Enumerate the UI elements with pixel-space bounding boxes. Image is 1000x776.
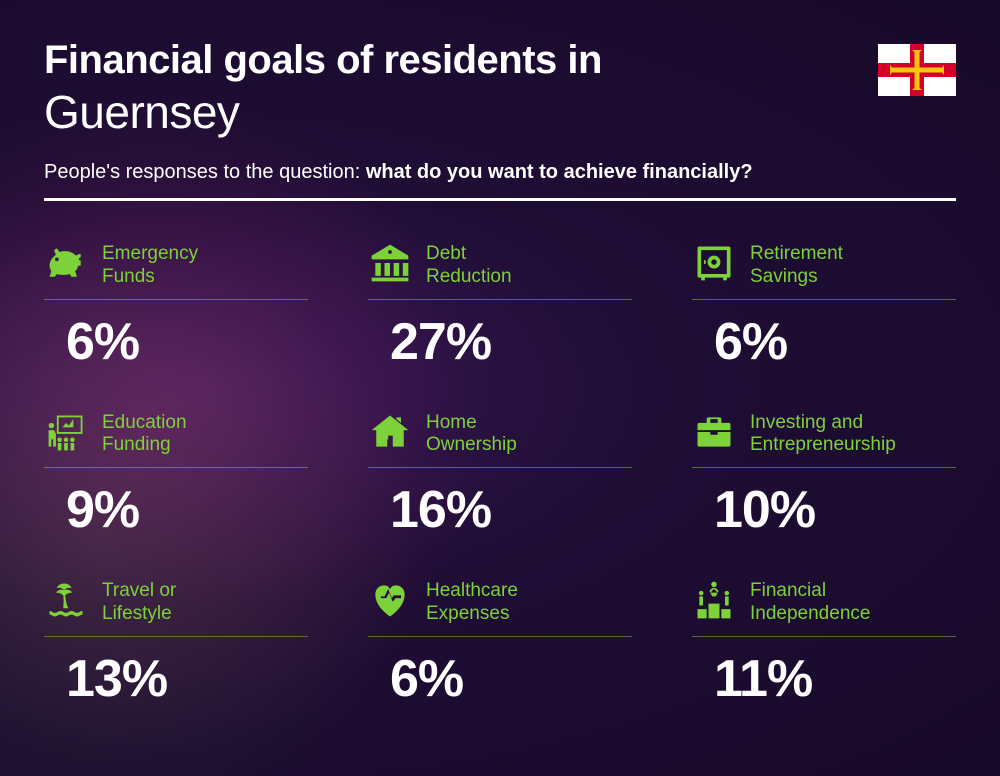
stat-header: Healthcare Expenses xyxy=(368,578,632,637)
subtitle: People's responses to the question: what… xyxy=(44,161,956,184)
stat-label: Healthcare Expenses xyxy=(426,578,518,626)
header: Financial goals of residents in Guernsey… xyxy=(44,38,956,201)
stat-header: Financial Independence xyxy=(692,578,956,637)
stat-label: Education Funding xyxy=(102,410,187,458)
header-divider xyxy=(44,198,956,201)
presentation-icon xyxy=(44,410,88,454)
stat-percentage: 13% xyxy=(66,649,308,709)
safe-icon xyxy=(692,241,736,285)
stat-investing-entrepreneurship: Investing and Entrepreneurship 10% xyxy=(692,410,956,541)
stat-percentage: 27% xyxy=(390,312,632,372)
briefcase-icon xyxy=(692,410,736,454)
title-light: Guernsey xyxy=(44,85,956,139)
stat-education-funding: Education Funding 9% xyxy=(44,410,308,541)
stat-label: Retirement Savings xyxy=(750,241,843,289)
podium-icon xyxy=(692,578,736,622)
stat-percentage: 6% xyxy=(714,312,956,372)
stat-percentage: 11% xyxy=(714,649,956,709)
stat-label: Financial Independence xyxy=(750,578,870,626)
guernsey-flag-icon xyxy=(878,44,956,96)
stat-percentage: 16% xyxy=(390,480,632,540)
stat-label: Investing and Entrepreneurship xyxy=(750,410,896,458)
stat-header: Education Funding xyxy=(44,410,308,469)
heart-pulse-icon xyxy=(368,578,412,622)
bank-icon xyxy=(368,241,412,285)
stat-percentage: 6% xyxy=(390,649,632,709)
stat-percentage: 10% xyxy=(714,480,956,540)
stat-percentage: 9% xyxy=(66,480,308,540)
subtitle-prefix: People's responses to the question: xyxy=(44,161,366,183)
stat-travel-lifestyle: Travel or Lifestyle 13% xyxy=(44,578,308,709)
stat-label: Travel or Lifestyle xyxy=(102,578,176,626)
stat-debt-reduction: Debt Reduction 27% xyxy=(368,241,632,372)
stat-header: Emergency Funds xyxy=(44,241,308,300)
piggy-bank-icon xyxy=(44,241,88,285)
stat-healthcare-expenses: Healthcare Expenses 6% xyxy=(368,578,632,709)
stat-header: Home Ownership xyxy=(368,410,632,469)
stat-label: Home Ownership xyxy=(426,410,517,458)
stats-grid: Emergency Funds 6% Debt Reduction 27% xyxy=(44,241,956,709)
title-bold: Financial goals of residents in xyxy=(44,38,956,83)
subtitle-bold: what do you want to achieve financially? xyxy=(366,161,753,183)
palm-tree-icon xyxy=(44,578,88,622)
stat-emergency-funds: Emergency Funds 6% xyxy=(44,241,308,372)
stat-label: Emergency Funds xyxy=(102,241,198,289)
stat-header: Investing and Entrepreneurship xyxy=(692,410,956,469)
stat-header: Debt Reduction xyxy=(368,241,632,300)
stat-header: Travel or Lifestyle xyxy=(44,578,308,637)
stat-home-ownership: Home Ownership 16% xyxy=(368,410,632,541)
stat-label: Debt Reduction xyxy=(426,241,512,289)
main-container: Financial goals of residents in Guernsey… xyxy=(0,0,1000,709)
house-icon xyxy=(368,410,412,454)
stat-retirement-savings: Retirement Savings 6% xyxy=(692,241,956,372)
stat-financial-independence: Financial Independence 11% xyxy=(692,578,956,709)
stat-percentage: 6% xyxy=(66,312,308,372)
stat-header: Retirement Savings xyxy=(692,241,956,300)
